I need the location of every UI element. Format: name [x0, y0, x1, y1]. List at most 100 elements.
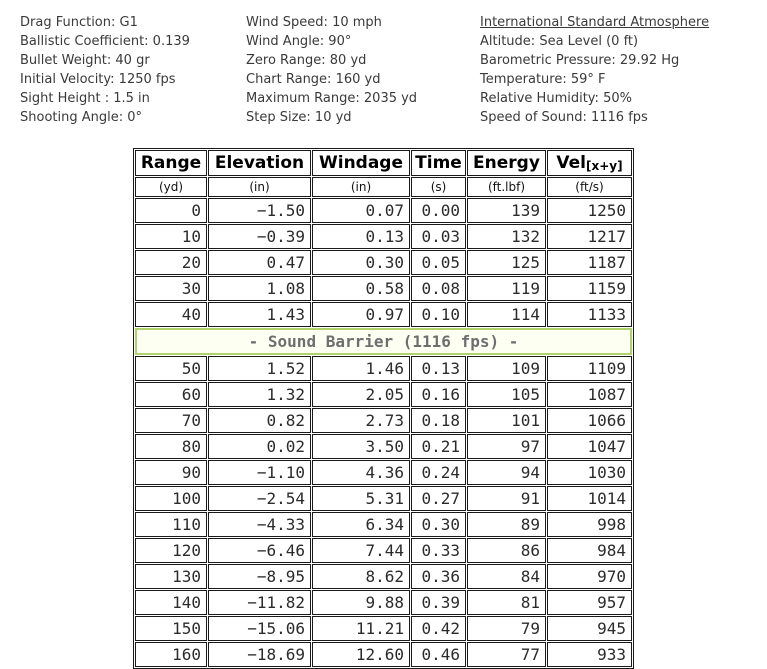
cell-range: 120: [135, 538, 207, 563]
cell-energy: 139: [467, 198, 546, 223]
sound-barrier-row: - Sound Barrier (1116 fps) -: [135, 328, 632, 355]
cell-range: 60: [135, 382, 207, 407]
cell-time: 0.18: [411, 408, 466, 433]
info-line: Shooting Angle: 0°: [20, 110, 143, 125]
cell-velocity: 1014: [547, 486, 632, 511]
table-row: 90 −1.10 4.36 0.24 94 1030: [135, 460, 632, 485]
column-header-range: Range: [135, 150, 207, 176]
cell-velocity: 1159: [547, 276, 632, 301]
cell-energy: 81: [467, 590, 546, 615]
table-row: 40 1.43 0.97 0.10 114 1133: [135, 302, 632, 327]
velocity-header-label: Vel: [556, 153, 586, 173]
cell-range: 80: [135, 434, 207, 459]
table-row: 30 1.08 0.58 0.08 119 1159: [135, 276, 632, 301]
cell-range: 50: [135, 356, 207, 381]
atmosphere-title: International Standard Atmosphere: [480, 15, 710, 30]
unit-cell-time: (s): [411, 177, 466, 197]
cell-elevation: −0.39: [208, 224, 311, 249]
cell-windage: 7.44: [312, 538, 410, 563]
cell-elevation: 1.32: [208, 382, 311, 407]
cell-range: 130: [135, 564, 207, 589]
info-line: Chart Range: 160 yd: [246, 72, 381, 87]
cell-time: 0.00: [411, 198, 466, 223]
cell-time: 0.42: [411, 616, 466, 641]
cell-range: 30: [135, 276, 207, 301]
cell-velocity: 984: [547, 538, 632, 563]
table-row: 10 −0.39 0.13 0.03 132 1217: [135, 224, 632, 249]
cell-range: 110: [135, 512, 207, 537]
header-row: Range Elevation Windage Time Energy Vel[…: [135, 150, 632, 176]
ballistics-parameters-column: Drag Function: G1 Ballistic Coefficient:…: [20, 13, 246, 127]
cell-energy: 114: [467, 302, 546, 327]
cell-velocity: 957: [547, 590, 632, 615]
cell-velocity: 933: [547, 642, 632, 667]
unit-cell-elevation: (in): [208, 177, 311, 197]
column-header-elevation: Elevation: [208, 150, 311, 176]
cell-velocity: 1047: [547, 434, 632, 459]
cell-time: 0.27: [411, 486, 466, 511]
cell-windage: 0.13: [312, 224, 410, 249]
cell-elevation: −8.95: [208, 564, 311, 589]
cell-velocity: 1250: [547, 198, 632, 223]
trajectory-body: 0 −1.50 0.07 0.00 139 1250 10 −0.39 0.13…: [135, 198, 632, 667]
cell-windage: 0.07: [312, 198, 410, 223]
cell-elevation: −15.06: [208, 616, 311, 641]
cell-time: 0.33: [411, 538, 466, 563]
info-line: Step Size: 10 yd: [246, 110, 352, 125]
cell-energy: 101: [467, 408, 546, 433]
cell-energy: 109: [467, 356, 546, 381]
cell-range: 10: [135, 224, 207, 249]
cell-elevation: 0.47: [208, 250, 311, 275]
cell-energy: 79: [467, 616, 546, 641]
column-header-time: Time: [411, 150, 466, 176]
cell-energy: 125: [467, 250, 546, 275]
cell-energy: 91: [467, 486, 546, 511]
cell-time: 0.05: [411, 250, 466, 275]
cell-elevation: 0.82: [208, 408, 311, 433]
cell-range: 140: [135, 590, 207, 615]
info-line: Barometric Pressure: 29.92 Hg: [480, 53, 680, 68]
cell-time: 0.21: [411, 434, 466, 459]
cell-time: 0.30: [411, 512, 466, 537]
cell-elevation: 1.52: [208, 356, 311, 381]
table-row: 0 −1.50 0.07 0.00 139 1250: [135, 198, 632, 223]
sound-barrier-label: - Sound Barrier (1116 fps) -: [135, 328, 632, 355]
cell-time: 0.13: [411, 356, 466, 381]
cell-range: 0: [135, 198, 207, 223]
cell-velocity: 1087: [547, 382, 632, 407]
cell-velocity: 1187: [547, 250, 632, 275]
cell-range: 40: [135, 302, 207, 327]
cell-time: 0.10: [411, 302, 466, 327]
cell-energy: 77: [467, 642, 546, 667]
cell-elevation: −1.50: [208, 198, 311, 223]
cell-energy: 105: [467, 382, 546, 407]
cell-velocity: 970: [547, 564, 632, 589]
table-row: 160 −18.69 12.60 0.46 77 933: [135, 642, 632, 667]
cell-windage: 9.88: [312, 590, 410, 615]
table-row: 130 −8.95 8.62 0.36 84 970: [135, 564, 632, 589]
cell-velocity: 1066: [547, 408, 632, 433]
table-row: 120 −6.46 7.44 0.33 86 984: [135, 538, 632, 563]
column-header-windage: Windage: [312, 150, 410, 176]
info-line: Zero Range: 80 yd: [246, 53, 367, 68]
cell-time: 0.16: [411, 382, 466, 407]
table-row: 20 0.47 0.30 0.05 125 1187: [135, 250, 632, 275]
cell-range: 160: [135, 642, 207, 667]
unit-cell-windage: (in): [312, 177, 410, 197]
table-row: 70 0.82 2.73 0.18 101 1066: [135, 408, 632, 433]
cell-velocity: 1217: [547, 224, 632, 249]
cell-elevation: −11.82: [208, 590, 311, 615]
cell-time: 0.39: [411, 590, 466, 615]
cell-elevation: −4.33: [208, 512, 311, 537]
cell-windage: 2.05: [312, 382, 410, 407]
cell-energy: 86: [467, 538, 546, 563]
cell-windage: 4.36: [312, 460, 410, 485]
cell-windage: 0.30: [312, 250, 410, 275]
cell-elevation: −6.46: [208, 538, 311, 563]
cell-elevation: −1.10: [208, 460, 311, 485]
unit-cell-velocity: (ft/s): [547, 177, 632, 197]
trajectory-table: Range Elevation Windage Time Energy Vel[…: [133, 148, 634, 669]
cell-velocity: 1109: [547, 356, 632, 381]
cell-energy: 97: [467, 434, 546, 459]
table-row: 80 0.02 3.50 0.21 97 1047: [135, 434, 632, 459]
